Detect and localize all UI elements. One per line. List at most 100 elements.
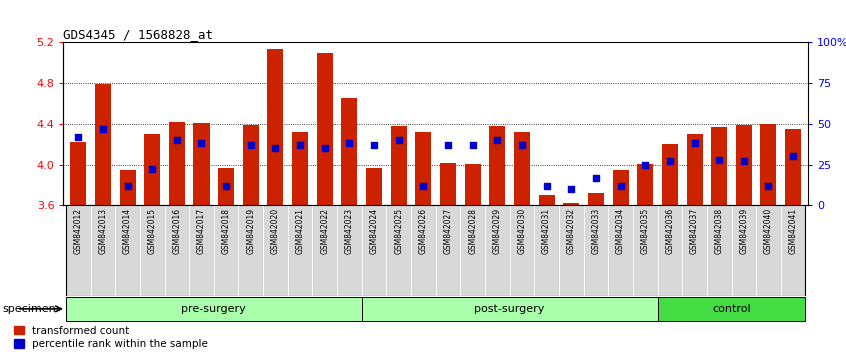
Point — [540, 183, 553, 189]
Bar — [539, 195, 555, 205]
Bar — [686, 134, 702, 205]
FancyBboxPatch shape — [190, 205, 214, 296]
Text: GSM842028: GSM842028 — [468, 208, 477, 254]
Bar — [736, 125, 752, 205]
Point — [761, 183, 775, 189]
Text: GSM842014: GSM842014 — [123, 208, 132, 254]
Point — [392, 137, 405, 143]
Text: GSM842026: GSM842026 — [419, 208, 428, 254]
FancyBboxPatch shape — [608, 205, 633, 296]
FancyBboxPatch shape — [756, 205, 781, 296]
Text: GDS4345 / 1568828_at: GDS4345 / 1568828_at — [63, 28, 213, 41]
Text: GSM842031: GSM842031 — [542, 208, 551, 254]
Bar — [342, 98, 357, 205]
Text: GSM842027: GSM842027 — [443, 208, 453, 254]
Text: GSM842018: GSM842018 — [222, 208, 231, 254]
FancyBboxPatch shape — [485, 205, 509, 296]
FancyBboxPatch shape — [263, 205, 288, 296]
Bar — [464, 164, 481, 205]
Point — [614, 183, 628, 189]
Text: GSM842020: GSM842020 — [271, 208, 280, 254]
Point — [96, 126, 110, 132]
Point — [244, 142, 257, 148]
Text: control: control — [712, 304, 750, 314]
Bar — [316, 53, 332, 205]
Text: pre-surgery: pre-surgery — [181, 304, 246, 314]
Bar — [761, 124, 777, 205]
Text: GSM842033: GSM842033 — [591, 208, 601, 254]
Text: GSM842016: GSM842016 — [173, 208, 181, 254]
Bar — [637, 164, 653, 205]
Point — [269, 145, 283, 151]
Bar — [440, 162, 456, 205]
Bar — [169, 122, 185, 205]
Text: GSM842035: GSM842035 — [640, 208, 650, 254]
Text: GSM842032: GSM842032 — [567, 208, 576, 254]
FancyBboxPatch shape — [66, 297, 362, 321]
FancyBboxPatch shape — [214, 205, 239, 296]
Text: GSM842022: GSM842022 — [321, 208, 329, 254]
Point — [318, 145, 332, 151]
Point — [564, 186, 578, 192]
Text: GSM842039: GSM842039 — [739, 208, 749, 254]
Point — [491, 137, 504, 143]
FancyBboxPatch shape — [387, 205, 411, 296]
FancyBboxPatch shape — [584, 205, 608, 296]
Point — [688, 141, 701, 146]
Bar — [563, 203, 580, 205]
FancyBboxPatch shape — [91, 205, 115, 296]
Bar — [267, 48, 283, 205]
Text: GSM842024: GSM842024 — [370, 208, 378, 254]
Text: GSM842025: GSM842025 — [394, 208, 404, 254]
FancyBboxPatch shape — [115, 205, 140, 296]
Point — [219, 183, 233, 189]
Point — [71, 134, 85, 140]
Point — [639, 162, 652, 167]
Text: GSM842023: GSM842023 — [345, 208, 354, 254]
Point — [663, 159, 677, 164]
Text: GSM842034: GSM842034 — [616, 208, 625, 254]
Point — [343, 141, 356, 146]
Bar — [415, 132, 431, 205]
Bar — [366, 168, 382, 205]
Text: GSM842030: GSM842030 — [518, 208, 526, 254]
Text: GSM842029: GSM842029 — [493, 208, 502, 254]
Text: specimen: specimen — [3, 304, 57, 314]
Bar — [489, 126, 505, 205]
Point — [170, 137, 184, 143]
Bar — [70, 142, 86, 205]
FancyBboxPatch shape — [239, 205, 263, 296]
Point — [466, 142, 480, 148]
Bar — [194, 123, 210, 205]
FancyBboxPatch shape — [707, 205, 732, 296]
Bar — [144, 134, 160, 205]
Text: GSM842037: GSM842037 — [690, 208, 699, 254]
FancyBboxPatch shape — [682, 205, 707, 296]
FancyBboxPatch shape — [559, 205, 584, 296]
FancyBboxPatch shape — [633, 205, 657, 296]
Text: post-surgery: post-surgery — [475, 304, 545, 314]
FancyBboxPatch shape — [288, 205, 312, 296]
FancyBboxPatch shape — [732, 205, 756, 296]
FancyBboxPatch shape — [337, 205, 362, 296]
Point — [146, 167, 159, 172]
FancyBboxPatch shape — [66, 205, 91, 296]
Text: GSM842017: GSM842017 — [197, 208, 206, 254]
Text: GSM842013: GSM842013 — [98, 208, 107, 254]
FancyBboxPatch shape — [411, 205, 436, 296]
Text: GSM842036: GSM842036 — [666, 208, 674, 254]
FancyBboxPatch shape — [781, 205, 805, 296]
Bar — [391, 126, 407, 205]
FancyBboxPatch shape — [436, 205, 460, 296]
Bar — [119, 170, 135, 205]
Bar — [218, 168, 234, 205]
Point — [416, 183, 430, 189]
Text: GSM842040: GSM842040 — [764, 208, 773, 254]
Point — [367, 142, 381, 148]
FancyBboxPatch shape — [535, 205, 559, 296]
Point — [294, 142, 307, 148]
Text: GSM842019: GSM842019 — [246, 208, 255, 254]
Bar — [588, 193, 604, 205]
Bar — [613, 170, 629, 205]
Point — [589, 175, 602, 181]
